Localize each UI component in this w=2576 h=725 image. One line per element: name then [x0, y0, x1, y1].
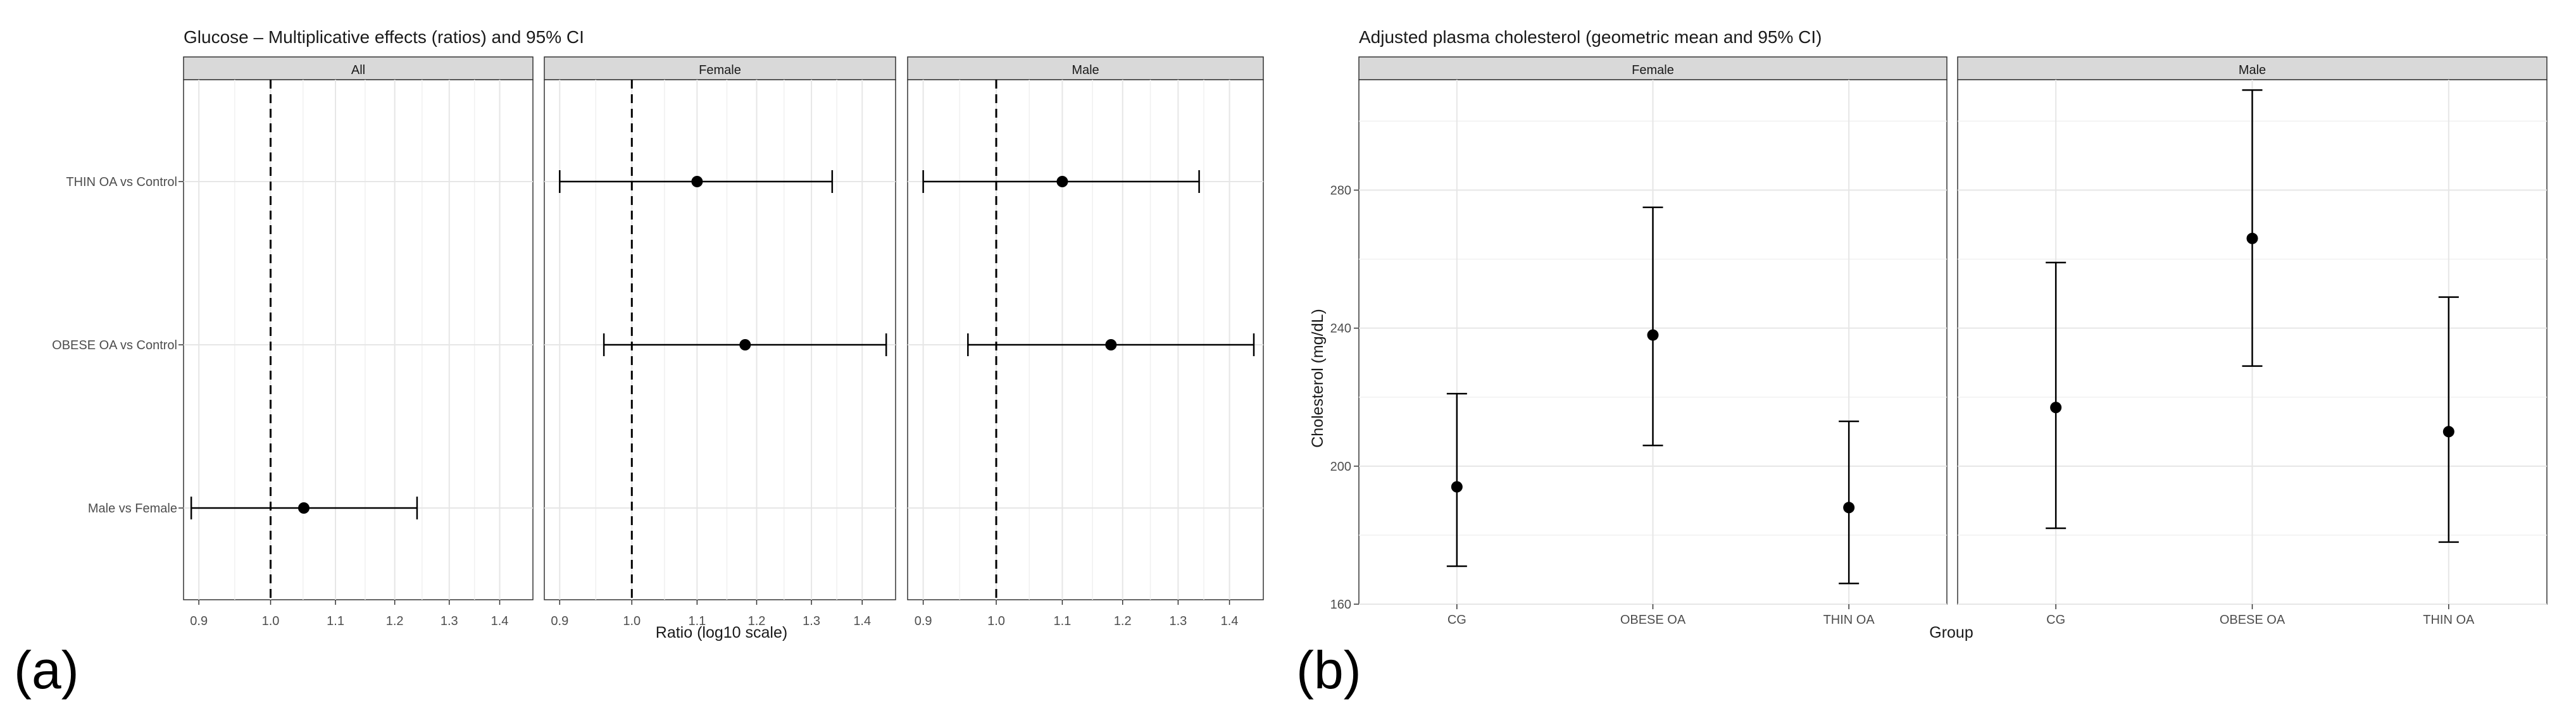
errorbar-plot-cholesterol: Female CG OBESE OA THIN OA Male CG OBESE OA THI…	[1330, 56, 2548, 627]
y-tick-label: 160	[1330, 598, 1351, 612]
panel-label-b: (b)	[1296, 640, 1361, 700]
point-estimate	[1105, 339, 1117, 350]
point-estimate	[691, 176, 703, 187]
facet-panel-female	[544, 79, 896, 600]
x-tick-label: 1.3	[1169, 614, 1187, 628]
x-tick-label: 0.9	[190, 614, 208, 628]
y-tick-label: 240	[1330, 322, 1351, 336]
row-label: THIN OA vs Control	[66, 175, 177, 189]
x-tick-label: 1.2	[1114, 614, 1132, 628]
chart-a-xlabel: Ratio (log10 scale)	[656, 624, 787, 641]
facet-strip-label-female: Female	[699, 63, 741, 77]
point-mean	[1647, 329, 1659, 341]
facet-strip-female	[544, 56, 896, 80]
panel-label-a: (a)	[14, 640, 79, 700]
facet-panel-male	[907, 79, 1264, 600]
point-estimate	[298, 502, 310, 514]
x-tick-label: 1.2	[386, 614, 404, 628]
chart-b-ylabel: Cholesterol (mg/dL)	[1309, 309, 1327, 448]
x-tick-label: 1.4	[491, 614, 509, 628]
facet-panel-all	[183, 79, 534, 600]
x-tick-label: 1.1	[688, 614, 706, 628]
point-estimate	[739, 339, 751, 350]
point-mean	[2050, 402, 2062, 414]
x-tick-label: 1.0	[987, 614, 1005, 628]
forest-plot-glucose: All 0.9 1.0 1.1 1.2 1.3 1.4 Female 0.9 1.0 1.1 1.2 1…	[52, 56, 1264, 628]
x-tick-label-cg: CG	[1447, 613, 1466, 627]
facet-strip-female	[1358, 56, 1948, 80]
point-mean	[2246, 232, 2258, 244]
chart-a-title: Glucose – Multiplicative effects (ratios…	[184, 27, 584, 47]
row-label: OBESE OA vs Control	[52, 338, 177, 352]
x-tick-label: 1.1	[1054, 614, 1072, 628]
facet-strip-label-all: All	[351, 63, 365, 77]
x-tick-label-cg: CG	[2046, 613, 2065, 627]
point-mean	[2442, 426, 2454, 438]
facet-strip-label-male: Male	[1072, 63, 1099, 77]
facet-strip-label-male: Male	[2239, 63, 2266, 77]
x-tick-label: 0.9	[551, 614, 568, 628]
x-tick-label: 1.2	[748, 614, 766, 628]
point-mean	[1843, 502, 1855, 514]
x-tick-label: 1.3	[803, 614, 820, 628]
facet-strip-all	[183, 56, 534, 80]
facet-strip-label-female: Female	[1632, 63, 1674, 77]
x-tick-label-obese-oa: OBESE OA	[1620, 613, 1686, 627]
y-tick-label: 280	[1330, 184, 1351, 198]
x-tick-label: 0.9	[915, 614, 932, 628]
point-mean	[1451, 481, 1463, 493]
x-tick-label: 1.3	[441, 614, 458, 628]
chart-b-xlabel: Group	[1929, 624, 1973, 641]
x-tick-label-obese-oa: OBESE OA	[2220, 613, 2285, 627]
y-tick-label: 200	[1330, 460, 1351, 474]
x-tick-label: 1.0	[623, 614, 641, 628]
x-tick-label-thin-oa: THIN OA	[2423, 613, 2475, 627]
x-tick-label-thin-oa: THIN OA	[1823, 613, 1875, 627]
chart-b-title: Adjusted plasma cholesterol (geometric m…	[1359, 27, 1822, 47]
x-tick-label: 1.1	[327, 614, 344, 628]
x-tick-label: 1.4	[1221, 614, 1239, 628]
facet-strip-male	[1957, 56, 2548, 80]
row-label: Male vs Female	[88, 502, 177, 516]
x-tick-label: 1.4	[853, 614, 871, 628]
point-estimate	[1056, 176, 1068, 187]
x-tick-label: 1.0	[262, 614, 280, 628]
facet-strip-male	[907, 56, 1264, 80]
